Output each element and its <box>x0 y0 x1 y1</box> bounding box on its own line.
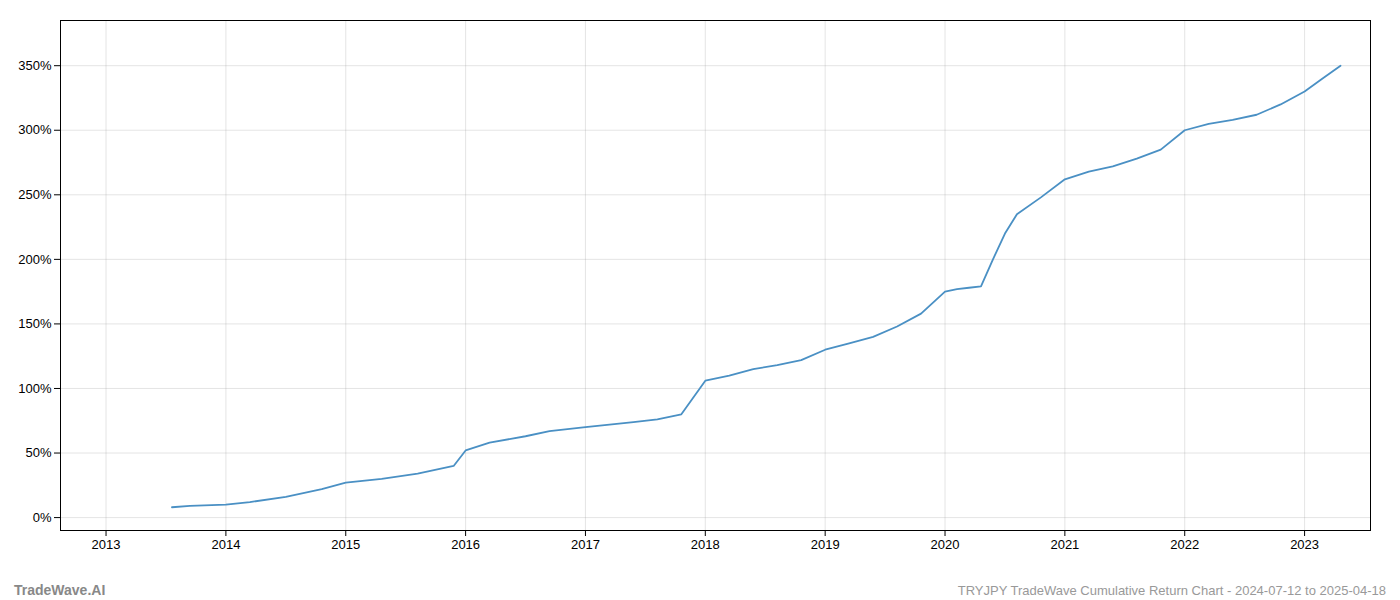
svg-text:200%: 200% <box>18 252 52 267</box>
svg-text:2015: 2015 <box>331 537 360 552</box>
svg-text:350%: 350% <box>18 58 52 73</box>
svg-text:2016: 2016 <box>451 537 480 552</box>
svg-text:2020: 2020 <box>931 537 960 552</box>
svg-text:2018: 2018 <box>691 537 720 552</box>
html-text:TRYJPY TradeWave Cumulative Re: TRYJPY TradeWave Cumulative Return Chart… <box>957 583 1386 598</box>
svg-text:50%: 50% <box>25 445 51 460</box>
svg-text:2017: 2017 <box>571 537 600 552</box>
svg-text:2021: 2021 <box>1050 537 1079 552</box>
svg-text:2013: 2013 <box>92 537 121 552</box>
svg-text:250%: 250% <box>18 187 52 202</box>
svg-text:2023: 2023 <box>1290 537 1319 552</box>
svg-text:2022: 2022 <box>1170 537 1199 552</box>
svg-text:0%: 0% <box>33 510 52 525</box>
svg-text:100%: 100% <box>18 381 52 396</box>
html-text:TradeWave.AI: TradeWave.AI <box>14 582 106 598</box>
svg-text:150%: 150% <box>18 316 52 331</box>
svg-text:300%: 300% <box>18 122 52 137</box>
svg-text:2014: 2014 <box>211 537 240 552</box>
svg-text:2019: 2019 <box>811 537 840 552</box>
